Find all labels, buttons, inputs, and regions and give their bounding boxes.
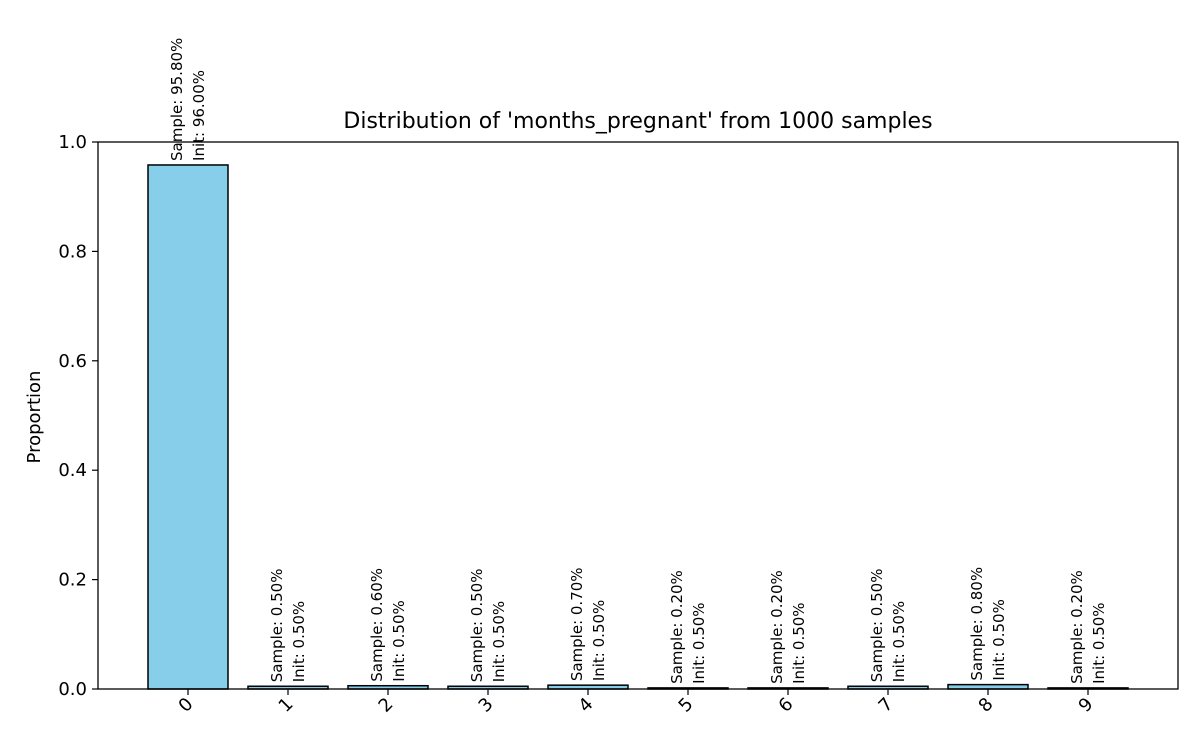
x-tick-label: 9 (1075, 694, 1098, 717)
data-label-init: Init: 0.50% (390, 600, 408, 681)
y-axis-label: Proportion (24, 371, 45, 464)
data-label-init: Init: 0.50% (990, 599, 1008, 680)
data-label-sample: Sample: 0.20% (668, 570, 686, 684)
data-label-init: Init: 0.50% (690, 602, 708, 683)
chart-title: Distribution of 'months_pregnant' from 1… (343, 109, 932, 134)
data-label-sample: Sample: 0.70% (568, 567, 586, 681)
data-label-sample: Sample: 0.20% (768, 570, 786, 684)
data-label-sample: Sample: 0.50% (468, 569, 486, 683)
x-tick-label: 7 (875, 694, 898, 717)
bar (147, 164, 229, 690)
data-label-init: Init: 0.50% (790, 602, 808, 683)
data-label-sample: Sample: 0.60% (368, 568, 386, 682)
data-label-sample: Sample: 0.20% (1068, 570, 1086, 684)
data-label-init: Init: 0.50% (890, 601, 908, 682)
x-tick-label: 6 (775, 694, 798, 717)
data-label-init: Init: 0.50% (290, 601, 308, 682)
y-tick-label: 0.4 (58, 460, 87, 481)
x-tick-label: 8 (975, 694, 998, 717)
data-label-init: Init: 0.50% (590, 600, 608, 681)
x-tick-label: 4 (575, 694, 598, 717)
data-label-sample: Sample: 95.80% (168, 38, 186, 161)
y-tick-label: 0.0 (58, 679, 87, 700)
y-tick-label: 1.0 (58, 132, 87, 153)
x-tick-label: 3 (475, 694, 498, 717)
data-label-init: Init: 96.00% (190, 70, 208, 161)
axes-frame (97, 141, 1179, 690)
data-label-sample: Sample: 0.80% (968, 567, 986, 681)
data-label-init: Init: 0.50% (490, 601, 508, 682)
data-label-sample: Sample: 0.50% (268, 569, 286, 683)
data-label-sample: Sample: 0.50% (868, 569, 886, 683)
y-tick-label: 0.8 (58, 241, 87, 262)
x-tick-label: 0 (175, 694, 198, 717)
y-tick-label: 0.6 (58, 351, 87, 372)
data-label-init: Init: 0.50% (1090, 602, 1108, 683)
x-tick-label: 2 (375, 694, 398, 717)
bar (947, 683, 1029, 690)
plot-area: 0.0 0.2 0.4 0.6 0.8 1.0 Sample: 95.80% Init: 96… (58, 38, 1179, 717)
x-tick-label: 1 (275, 694, 298, 717)
y-tick-label: 0.2 (58, 570, 87, 591)
x-tick-label: 5 (675, 694, 698, 717)
